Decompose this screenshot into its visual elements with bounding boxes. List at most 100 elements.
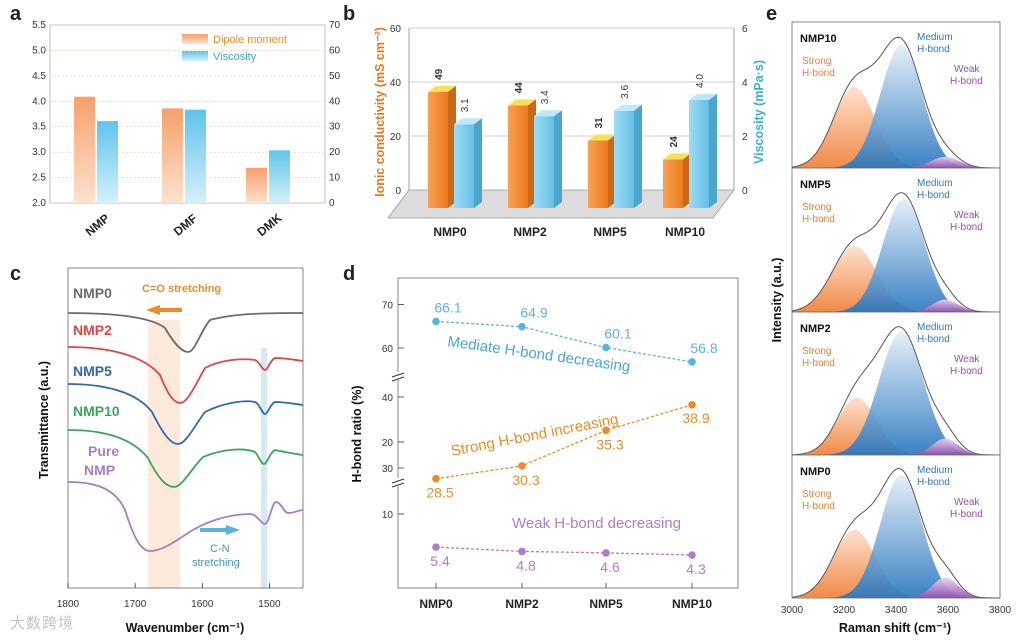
component-strong-hbond xyxy=(792,245,1000,312)
bar-dipole-dmf xyxy=(162,108,183,203)
bar-conductivity-nmp10-top xyxy=(663,153,691,160)
y-axis-title-b-right: Viscosity (mPa·s) xyxy=(752,60,766,164)
bar-conductivity-nmp10 xyxy=(663,159,683,208)
x-tick-e: 3400 xyxy=(885,605,908,616)
bar-conductivity-nmp5 xyxy=(588,140,608,208)
bar-conductivity-nmp0-label: 49 xyxy=(434,68,445,80)
label-hbond: H-bond xyxy=(802,68,835,79)
data-label-mediate-h-bond: 56.8 xyxy=(690,340,717,356)
component-medium-hbond xyxy=(792,474,1000,598)
bar-dielectric-nmp xyxy=(97,121,118,203)
component-weak-hbond xyxy=(792,299,1000,312)
axis-break-upper xyxy=(390,372,406,382)
annotation-stretching: stretching xyxy=(192,557,240,569)
co-highlight-band xyxy=(148,320,180,588)
bar-conductivity-nmp2-label: 44 xyxy=(514,82,525,94)
subpanel-title: NMP2 xyxy=(800,323,831,335)
x-tick-a: NMP xyxy=(83,211,112,239)
x-tick-b: NMP0 xyxy=(433,225,467,239)
series-label-nmp2: NMP2 xyxy=(73,322,112,338)
data-point-weak-h-bond xyxy=(518,547,526,556)
bar-viscosity-nmp5-side xyxy=(634,104,642,208)
x-tick-e: 3600 xyxy=(937,605,960,616)
bar-conductivity-nmp0-top xyxy=(428,85,456,92)
bar-viscosity-nmp2-label: 3.4 xyxy=(540,90,551,104)
annotation-cn: C-N xyxy=(210,543,230,555)
label-hbond: H-bond xyxy=(917,190,950,201)
series-label-pure: Pure xyxy=(88,443,119,459)
panel-label-b: b xyxy=(343,3,355,25)
y-tick-left-b: 0 xyxy=(395,186,401,197)
y-tick-left-a: 2.0 xyxy=(32,198,46,209)
y-tick-d: 60 xyxy=(382,344,394,355)
series-line-mediate-h-bond xyxy=(435,320,693,363)
bar-viscosity-nmp10 xyxy=(689,100,709,208)
bar-dielectric-dmk xyxy=(269,150,290,203)
bar-viscosity-nmp0 xyxy=(454,124,474,208)
y-axis-title-e: Intensity (a.u.) xyxy=(770,258,784,343)
y-tick-left-a: 5.0 xyxy=(32,45,46,56)
y-tick-right-b: 0 xyxy=(742,186,748,197)
y-tick-d: 40 xyxy=(382,393,394,404)
label-weak: Weak xyxy=(954,210,980,221)
label-medium: Medium xyxy=(917,322,953,333)
bar-viscosity-nmp5-top xyxy=(614,104,642,111)
bar-conductivity-nmp5-top xyxy=(588,134,616,141)
label-medium: Medium xyxy=(917,465,953,476)
label-weak: Weak xyxy=(954,64,980,75)
y-tick-right-a: 10 xyxy=(329,173,341,184)
data-label-weak-h-bond: 4.6 xyxy=(600,559,620,575)
spectrum-nmp2 xyxy=(67,346,304,404)
panel-d: d 10 20 30 40 60 70 66.1 64.9 60.1 56.8 28.5 30.3 3… xyxy=(343,263,739,611)
data-point-weak-h-bond xyxy=(432,543,440,551)
component-medium-hbond xyxy=(792,198,1000,312)
label-hbond: H-bond xyxy=(802,501,835,512)
legend-label-dipole: Dipole moment xyxy=(213,34,287,46)
label-hbond: H-bond xyxy=(950,509,983,520)
spectrum-nmp10 xyxy=(67,429,304,488)
component-strong-hbond xyxy=(792,397,1000,455)
label-hbond: H-bond xyxy=(917,334,950,345)
panel-label-a: a xyxy=(10,3,22,25)
data-label-mediate-h-bond: 64.9 xyxy=(520,305,547,321)
panel-e: e NMP10StrongH-bondMediumH-bondWeakH-bon… xyxy=(766,3,1012,635)
bar-viscosity-nmp0-side xyxy=(474,118,482,208)
x-tick-d: NMP2 xyxy=(505,597,539,611)
y-tick-left-a: 3.0 xyxy=(32,147,46,158)
x-tick-b: NMP10 xyxy=(665,225,705,239)
data-label-weak-h-bond: 4.8 xyxy=(516,557,536,573)
bar-viscosity-nmp2-side xyxy=(554,110,562,208)
x-tick-e: 3000 xyxy=(781,605,804,616)
data-label-strong-h-bond: 38.9 xyxy=(682,410,709,426)
y-tick-d: 70 xyxy=(382,301,394,312)
series-label-nmp5: NMP5 xyxy=(73,363,112,379)
data-label-weak-h-bond: 5.4 xyxy=(430,553,450,569)
plot-frame-c xyxy=(67,267,304,589)
label-hbond: H-bond xyxy=(917,44,950,55)
series-line-weak-h-bond xyxy=(435,546,693,556)
data-point-mediate-h-bond xyxy=(602,343,610,352)
data-label-strong-h-bond: 28.5 xyxy=(426,485,453,501)
component-strong-hbond xyxy=(792,86,1000,168)
label-weak: Weak xyxy=(954,497,980,508)
x-axis-title-e: Raman shift (cm⁻¹) xyxy=(839,621,951,635)
x-tick-c: 1700 xyxy=(124,599,147,610)
x-tick-c: 1600 xyxy=(191,599,214,610)
bar-conductivity-nmp10-label: 24 xyxy=(669,136,680,148)
subpanel-title: NMP5 xyxy=(800,179,831,191)
trend-label-weak: Weak H-bond decreasing xyxy=(512,515,681,532)
plot-frame-d xyxy=(397,277,739,589)
y-tick-d: 30 xyxy=(382,464,394,475)
data-point-mediate-h-bond xyxy=(688,358,696,366)
x-tick-e: 3200 xyxy=(833,605,856,616)
y-tick-left-b: 60 xyxy=(390,24,402,35)
data-point-strong-h-bond xyxy=(518,462,526,470)
spectrum-nmp5 xyxy=(67,383,304,445)
data-point-mediate-h-bond xyxy=(518,322,526,331)
legend-swatch-dipole xyxy=(182,34,208,44)
label-strong: Strong xyxy=(802,202,831,213)
y-tick-left-a: 3.5 xyxy=(32,122,46,133)
legend-label-dielectric: Viscosity xyxy=(213,51,257,63)
